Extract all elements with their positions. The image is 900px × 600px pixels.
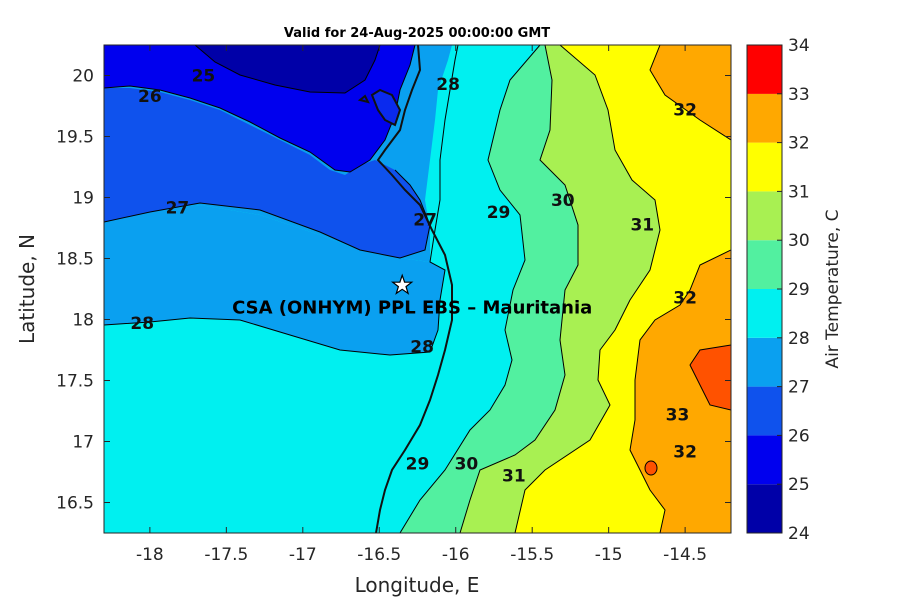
colorbar-tick-label: 32 (788, 134, 810, 154)
colorbar: 24 25 26 27 28 29 30 31 32 33 34 (746, 36, 810, 544)
y-tick-label: 19 (72, 189, 94, 209)
contour-label: 27 (166, 198, 190, 218)
contour-label: 28 (130, 314, 154, 334)
y-tick-label: 16.5 (56, 494, 94, 514)
colorbar-swatch (747, 337, 782, 387)
y-tick-label: 18 (72, 311, 94, 331)
y-tick-label: 20 (72, 67, 94, 87)
colorbar-tick-label: 31 (788, 182, 810, 202)
colorbar-swatch (747, 93, 782, 143)
band-32-33b (630, 250, 731, 533)
colorbar-tick-label: 28 (788, 329, 810, 349)
x-axis-label: Longitude, E (355, 573, 480, 597)
colorbar-tick-label: 25 (788, 475, 810, 495)
x-tick-label: -16.5 (357, 545, 401, 565)
x-tick-label: -18 (136, 545, 164, 565)
colorbar-swatch (747, 435, 782, 485)
band-26-27 (104, 88, 430, 258)
contour-label: 32 (673, 101, 697, 121)
contour-label: 31 (630, 215, 654, 235)
site-label: CSA (ONHYM) PPL EBS – Mauritania (232, 297, 592, 318)
colorbar-tick-label: 26 (788, 426, 810, 446)
contour-label: 28 (436, 75, 460, 95)
y-tick-label: 17.5 (56, 372, 94, 392)
contour-label: 33 (666, 406, 690, 426)
coastline (357, 45, 453, 533)
x-tick-label: -16 (442, 545, 470, 565)
contour-label: 32 (673, 442, 697, 462)
band-33-34-spot (644, 460, 658, 476)
colorbar-swatch (747, 484, 782, 533)
contour-label: 29 (406, 454, 430, 474)
contour-label: 29 (487, 203, 511, 223)
contour-lines (104, 45, 731, 533)
map-title: Valid for 24-Aug-2025 00:00:00 GMT (284, 26, 550, 41)
colorbar-swatch (747, 386, 782, 436)
y-tick-label: 17 (72, 433, 94, 453)
site-marker-group: CSA (ONHYM) PPL EBS – Mauritania (232, 273, 592, 318)
contour-field (104, 45, 731, 533)
colorbar-tick-label: 33 (788, 85, 810, 105)
contour-label: 25 (192, 67, 216, 87)
band-27-28-lower (104, 205, 445, 355)
colorbar-tick-label: 29 (788, 280, 810, 300)
y-axis-label: Latitude, N (15, 234, 39, 344)
colorbar-tick-label: 27 (788, 378, 810, 398)
x-tick-label: -14.5 (663, 545, 707, 565)
colorbar-swatch (747, 45, 782, 94)
band-33-34 (690, 345, 731, 410)
colorbar-swatch (747, 240, 782, 289)
colorbar-tick-label: 24 (788, 524, 810, 544)
plot-frame (103, 44, 732, 534)
colorbar-tick-label: 30 (788, 231, 810, 251)
contour-label: 31 (502, 467, 526, 487)
contour-label: 32 (673, 289, 697, 309)
contour-label: 30 (551, 191, 575, 211)
x-tick-label: -15 (595, 545, 623, 565)
colorbar-swatch (747, 142, 782, 192)
colorbar-label: Air Temperature, C (823, 209, 843, 368)
contour-label: 30 (455, 454, 479, 474)
contour-label: 27 (413, 210, 437, 230)
contour-label: 26 (138, 87, 162, 107)
band-24-25 (195, 45, 380, 93)
y-tick-label: 19.5 (56, 128, 94, 148)
x-axis: -18 -17.5 -17 -16.5 -16 -15.5 -15 -14.5 (136, 45, 707, 565)
contour-label: 28 (410, 337, 434, 357)
y-axis: 16.5 17 17.5 18 18.5 19 19.5 20 (56, 67, 731, 514)
y-tick-label: 18.5 (56, 250, 94, 270)
colorbar-tick-label: 34 (788, 36, 810, 56)
colorbar-swatch (747, 289, 782, 338)
x-tick-label: -17 (289, 545, 317, 565)
colorbar-swatch (747, 191, 782, 241)
star-icon (390, 273, 414, 295)
x-tick-label: -17.5 (204, 545, 248, 565)
contour-labels: 25 26 27 27 28 28 28 29 29 30 30 31 31 32 32 32 33 (130, 67, 697, 487)
x-tick-label: -15.5 (510, 545, 554, 565)
band-32-33 (650, 45, 731, 140)
